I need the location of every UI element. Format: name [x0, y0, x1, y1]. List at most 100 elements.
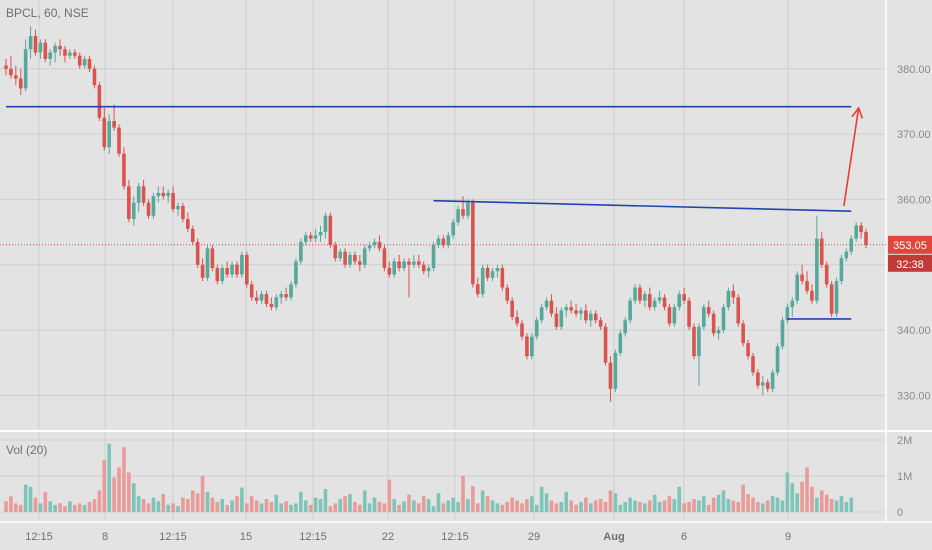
- candle-body: [667, 307, 672, 324]
- candle-body: [264, 294, 269, 304]
- candle-body: [181, 205, 185, 219]
- volume-bar: [122, 447, 126, 512]
- candle-body: [780, 320, 785, 347]
- volume-bar: [480, 490, 485, 512]
- volume-bar: [746, 494, 750, 512]
- volume-bar: [490, 500, 495, 512]
- volume-bar: [151, 497, 156, 512]
- volume-bar: [186, 499, 190, 512]
- candle-body: [726, 290, 731, 308]
- candle-body: [127, 186, 131, 219]
- volume-bar: [279, 503, 283, 512]
- countdown-badge: [888, 254, 932, 272]
- volume-indicator-label[interactable]: Vol (20): [6, 443, 48, 457]
- candle-body: [402, 261, 406, 268]
- volume-bar: [136, 496, 141, 512]
- candle-body: [43, 42, 48, 59]
- candle-body: [623, 320, 627, 334]
- candle-body: [333, 245, 338, 259]
- candle-body: [171, 192, 175, 210]
- candle-body: [186, 219, 190, 229]
- volume-bar: [308, 504, 313, 512]
- candle-body: [706, 307, 711, 314]
- volume-bar: [564, 491, 569, 512]
- candle-body: [500, 267, 505, 288]
- candle-body: [249, 284, 254, 298]
- candle-body: [102, 117, 107, 148]
- candle-body: [682, 294, 686, 301]
- candle-body: [4, 65, 8, 69]
- candle-body: [141, 186, 146, 203]
- drawings[interactable]: [6, 105, 864, 320]
- volume-bar: [505, 501, 510, 512]
- price-tick-label: 360.00: [897, 194, 931, 206]
- candles: [4, 26, 868, 402]
- candle-body: [348, 254, 352, 265]
- volume-bar: [790, 483, 795, 512]
- volume-bar: [397, 504, 401, 512]
- candle-body: [471, 202, 475, 285]
- volume-bar: [628, 497, 632, 512]
- symbol-title[interactable]: BPCL, 60, NSE: [6, 6, 89, 20]
- volume-bar: [485, 496, 490, 512]
- volume-bar: [657, 501, 662, 512]
- volume-bar: [299, 491, 303, 512]
- volume-bar: [58, 503, 62, 512]
- candle-body: [544, 300, 549, 308]
- candle-body: [569, 307, 573, 311]
- volume-bar: [770, 496, 775, 512]
- volume-bar: [711, 497, 716, 512]
- candle-body: [633, 287, 637, 301]
- volume-bar: [377, 501, 382, 512]
- volume-bar: [407, 494, 411, 512]
- candle-body: [859, 225, 863, 233]
- volume-bar: [824, 494, 829, 512]
- candle-body: [652, 300, 657, 308]
- time-tick-label: 22: [382, 531, 394, 543]
- volume-bar: [343, 496, 347, 512]
- volume-bar: [579, 501, 583, 512]
- volume-bar: [697, 500, 701, 512]
- volume-bar: [475, 503, 480, 512]
- price-tick-label: 370.00: [897, 129, 931, 141]
- candle-body: [613, 352, 618, 389]
- volume-bar: [387, 479, 392, 512]
- volume-bar: [613, 493, 618, 512]
- candle-body: [117, 127, 121, 154]
- volume-bar: [421, 496, 426, 512]
- candle-body: [92, 68, 97, 86]
- current-price-value: 353.05: [893, 240, 927, 252]
- grid-lines: [0, 0, 932, 523]
- volume-bar: [623, 501, 627, 512]
- volume-bar: [780, 500, 785, 512]
- candle-body: [564, 307, 569, 311]
- time-tick-label: 6: [681, 531, 687, 543]
- candle-body: [579, 310, 583, 314]
- candle-body: [97, 85, 102, 118]
- volume-bar: [515, 500, 519, 512]
- candle-body: [539, 307, 544, 321]
- candle-body: [451, 222, 455, 236]
- candle-body: [485, 267, 490, 278]
- candle-body: [824, 264, 829, 285]
- candle-body: [761, 382, 765, 386]
- time-tick-label: 12:15: [299, 531, 327, 543]
- candle-body: [53, 45, 57, 53]
- price-tick-label: 380.00: [897, 64, 931, 76]
- price-tick-label: 340.00: [897, 325, 931, 337]
- candle-body: [603, 326, 608, 363]
- candle-body: [436, 238, 441, 246]
- candle-body: [122, 153, 126, 187]
- time-tick-label: 12:15: [441, 531, 469, 543]
- volume-bar: [230, 500, 234, 512]
- volume-bar: [500, 504, 505, 512]
- volume-bar: [589, 503, 593, 512]
- candle-body: [210, 248, 215, 268]
- volume-bar: [333, 503, 338, 512]
- volume-bar: [829, 499, 834, 512]
- candle-body: [151, 196, 156, 216]
- volume-bar: [210, 497, 215, 512]
- volume-bar: [471, 486, 475, 512]
